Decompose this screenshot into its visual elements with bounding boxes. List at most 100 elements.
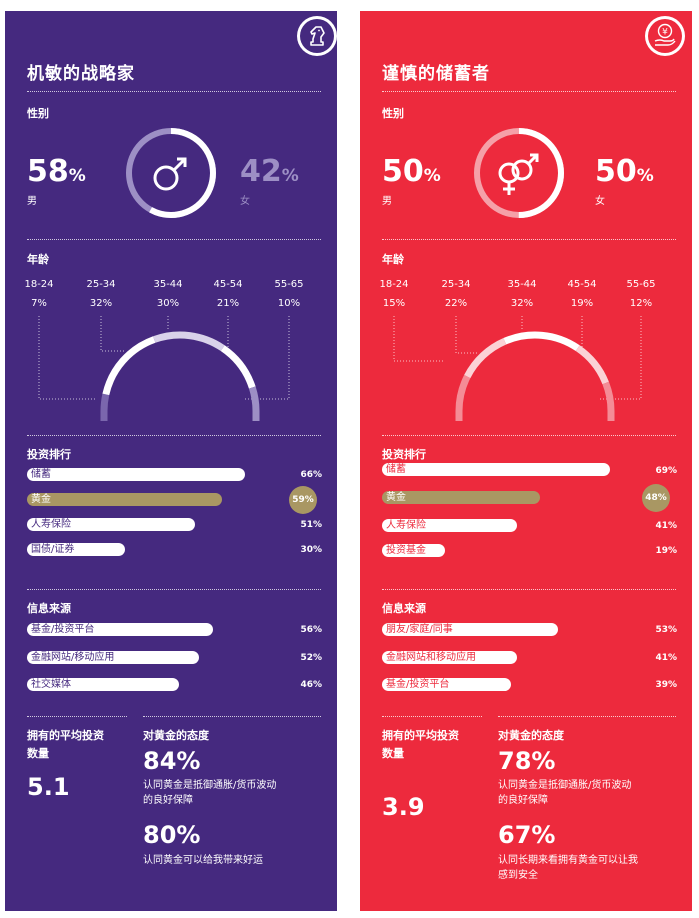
age-group-label: 18-24 (379, 279, 409, 290)
avg-investment-label: 拥有的平均投资 数量 (382, 729, 459, 760)
female-label: 女 (595, 196, 605, 207)
age-distribution-arc (100, 331, 260, 421)
source-percent: 41% (655, 653, 677, 663)
divider (498, 716, 676, 717)
investment-bar-funds: 投资基金 (382, 544, 445, 557)
age-arc-segment (248, 386, 260, 412)
age-group-label: 18-24 (24, 279, 54, 290)
age-header: 年龄 (27, 253, 49, 266)
age-arc-segment (100, 393, 110, 412)
age-group-label: 35-44 (507, 279, 537, 290)
divider (143, 716, 321, 717)
investment-percent: 41% (655, 521, 677, 531)
divider (382, 716, 482, 717)
age-group-label: 45-54 (213, 279, 243, 290)
age-group-percent: 21% (216, 298, 240, 309)
divider (27, 435, 321, 436)
chess-knight-icon (297, 16, 337, 56)
investment-bar-savings: 储蓄 (382, 463, 610, 476)
divider (382, 239, 676, 240)
attitude-text: 认同黄金是抵御通胀/货币波动 的良好保障 (498, 780, 632, 806)
age-header: 年龄 (382, 253, 404, 266)
gold-attitude-header: 对黄金的态度 (498, 729, 564, 742)
avg-investment-label: 拥有的平均投资 数量 (27, 729, 104, 760)
male-percent: 58% (27, 154, 86, 189)
investment-bar-gold: 黄金 (382, 491, 540, 504)
female-percent: 50% (595, 154, 654, 189)
yen-hand-icon: ¥ (645, 16, 685, 56)
age-group-label: 45-54 (567, 279, 597, 290)
source-bar: 金融网站和移动应用 (382, 651, 517, 664)
age-arc-segment (575, 345, 609, 385)
source-percent: 53% (655, 625, 677, 635)
age-arc-chart (393, 316, 642, 421)
divider (27, 716, 127, 717)
gold-percent-badge: 48% (642, 484, 670, 512)
investment-bar-savings: 储蓄 (27, 468, 245, 481)
attitude-percent: 78% (498, 747, 556, 775)
age-group-percent: 7% (31, 298, 47, 309)
age-arc-segment (102, 336, 156, 396)
source-percent: 39% (655, 680, 677, 690)
divider (27, 91, 321, 92)
info-source-header: 信息来源 (382, 602, 426, 615)
investment-percent: 69% (655, 466, 677, 476)
avg-investment-value: 5.1 (27, 773, 70, 801)
source-bar: 朋友/家庭/同事 (382, 623, 558, 636)
male-label: 男 (382, 196, 392, 207)
investment-bar-life-insurance: 人寿保险 (27, 518, 195, 531)
investment-bar-life-insurance: 人寿保险 (382, 519, 517, 532)
female-label: 女 (240, 196, 250, 207)
investment-bar-gold: 黄金 (27, 493, 222, 506)
source-bar: 基金/投资平台 (27, 623, 213, 636)
age-arc-segment (455, 374, 471, 412)
female-percent: 42% (240, 154, 299, 189)
info-source-header: 信息来源 (27, 602, 71, 615)
male-label: 男 (27, 196, 37, 207)
segment-panel-saver: ¥ 谨慎的储蓄者 性别 50% 男 50% 女 年龄 18-24 25-34 3… (360, 11, 692, 911)
age-arc-segment (503, 331, 580, 352)
age-arc-chart (38, 316, 290, 421)
source-bar: 基金/投资平台 (382, 678, 511, 691)
attitude-text: 认同黄金是抵御通胀/货币波动 的良好保障 (143, 780, 277, 806)
svg-text:¥: ¥ (662, 28, 668, 38)
source-percent: 46% (300, 680, 322, 690)
gender-header: 性别 (382, 107, 404, 120)
age-group-label: 55-65 (626, 279, 656, 290)
age-group-label: 55-65 (274, 279, 304, 290)
attitude-percent: 67% (498, 821, 556, 849)
gender-header: 性别 (27, 107, 49, 120)
divider (27, 239, 321, 240)
investment-percent: 19% (655, 546, 677, 556)
male-percent: 50% (382, 154, 441, 189)
investment-percent: 51% (300, 520, 322, 530)
investment-ranking-header: 投资排行 (382, 448, 426, 461)
divider (382, 91, 676, 92)
male-female-symbol-icon (498, 153, 539, 195)
panel-title: 机敏的战略家 (27, 64, 135, 84)
investment-percent: 66% (300, 470, 322, 480)
investment-bar-bonds: 国债/证券 (27, 543, 125, 556)
age-group-percent: 32% (510, 298, 534, 309)
source-bar: 金融网站/移动应用 (27, 651, 199, 664)
gender-ring (126, 128, 216, 218)
age-group-percent: 10% (277, 298, 301, 309)
male-symbol-icon (153, 157, 187, 191)
age-arc-segment (464, 338, 507, 379)
attitude-percent: 84% (143, 747, 201, 775)
attitude-text: 认同长期来看拥有黄金可以让我 感到安全 (498, 855, 638, 881)
gold-attitude-header: 对黄金的态度 (143, 729, 209, 742)
investment-percent: 30% (300, 545, 322, 555)
source-bar: 社交媒体 (27, 678, 179, 691)
investment-ranking-header: 投资排行 (27, 448, 71, 461)
age-arc-segment (153, 331, 225, 352)
age-group-percent: 32% (89, 298, 113, 309)
divider (27, 589, 321, 590)
avg-investment-value: 3.9 (382, 793, 425, 821)
age-group-label: 35-44 (153, 279, 183, 290)
age-group-percent: 15% (382, 298, 406, 309)
age-group-label: 25-34 (86, 279, 116, 290)
panel-title: 谨慎的储蓄者 (382, 64, 490, 84)
segment-panel-strategist: 机敏的战略家 性别 58% 男 42% 女 年龄 18-24 25-34 35-… (5, 11, 337, 911)
age-group-percent: 30% (156, 298, 180, 309)
